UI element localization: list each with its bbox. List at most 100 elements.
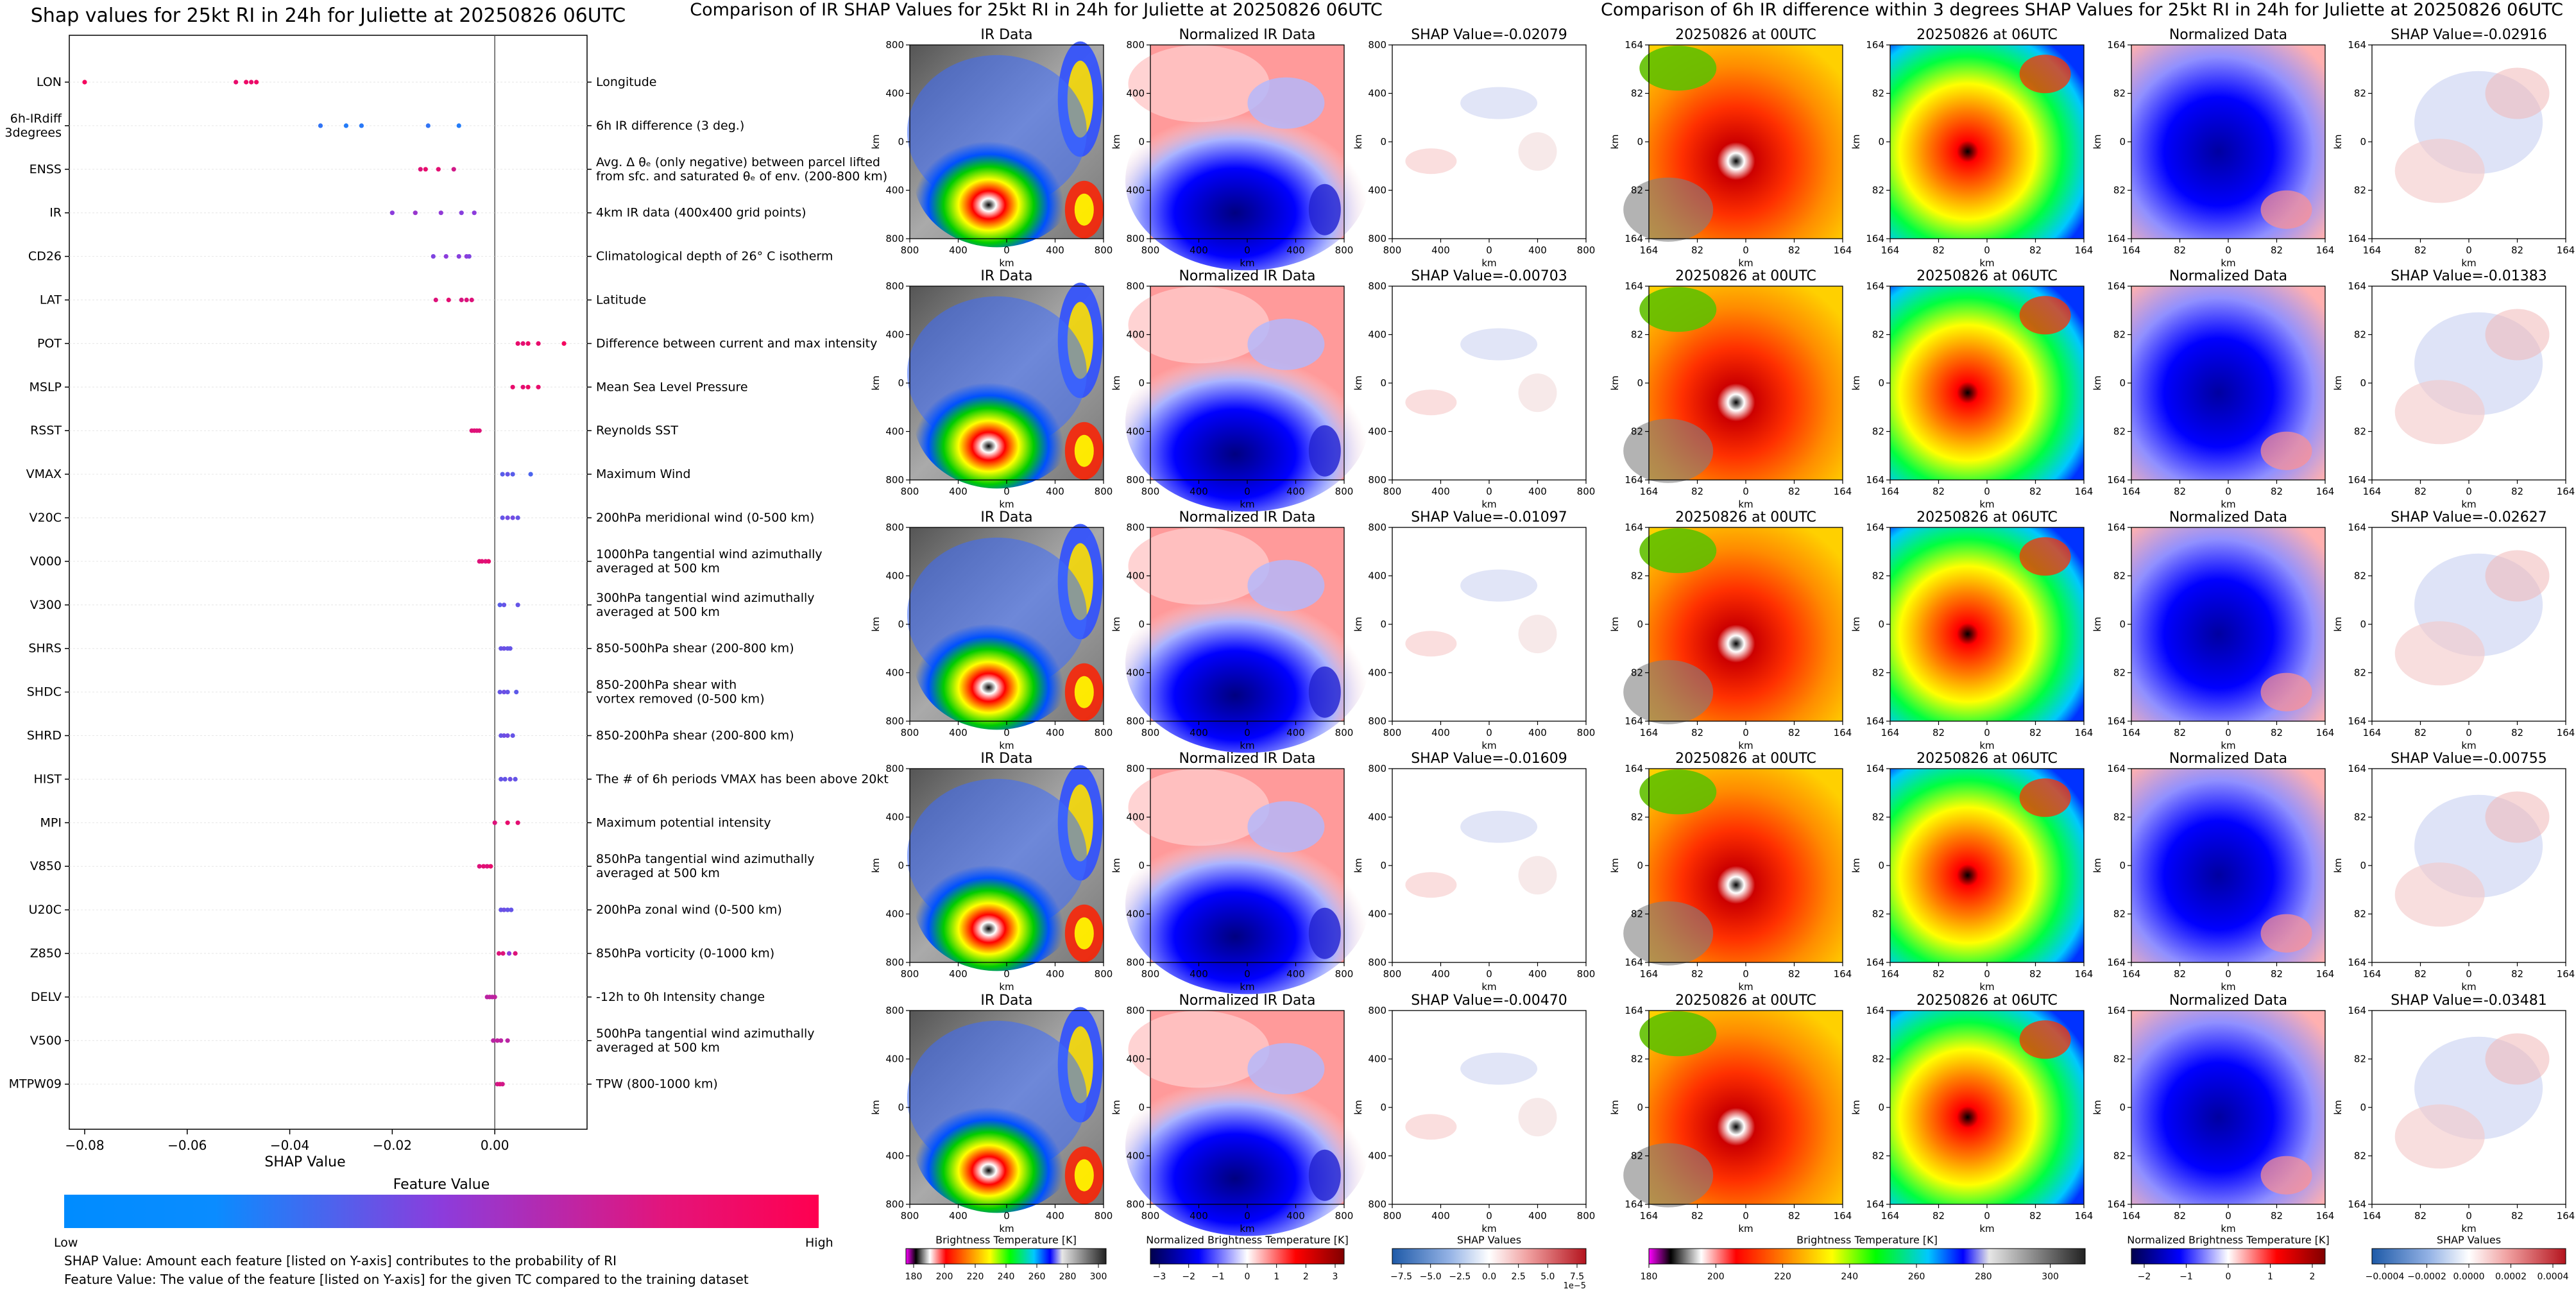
x-tick-label: 400 [1431, 1210, 1450, 1222]
y-tick-label: 164 [2107, 233, 2126, 244]
x-tick-label: 0 [1486, 486, 1492, 497]
shap-image [1392, 1011, 1586, 1204]
feature-description: Difference between current and max inten… [596, 336, 877, 350]
shap-blob [1405, 1114, 1457, 1140]
colorbar-label: Normalized Brightness Temperature [K] [2127, 1234, 2330, 1246]
x-tick-label: 400 [1431, 486, 1450, 497]
shap-blob [1518, 1098, 1557, 1137]
shap-point [431, 254, 436, 259]
cloud-band [1639, 287, 1717, 332]
x-tick-label: 82 [2029, 486, 2042, 497]
y-tick-label: 82 [2354, 570, 2366, 582]
text-line: 1000hPa tangential wind azimuthally [596, 547, 823, 561]
colorbar-tick-label: 260 [1028, 1272, 1046, 1282]
y-axis-label: km [1352, 1100, 1364, 1114]
text-line: Mean Sea Level Pressure [596, 380, 748, 394]
shap-point [505, 907, 510, 912]
feature-label: ENSS [30, 162, 62, 176]
y-axis-label: km [870, 617, 882, 631]
colorbar-tick-label: 300 [2042, 1272, 2059, 1282]
x-tick-label: 82 [2174, 968, 2186, 980]
panel-title: 20250826 at 06UTC [1916, 993, 2058, 1009]
shap-point [318, 123, 323, 128]
colorbar-tick-label: 240 [1841, 1272, 1858, 1282]
y-tick-label: 164 [1866, 1199, 1884, 1210]
shap-point [451, 167, 456, 172]
y-tick-label: 82 [2113, 185, 2126, 196]
y-tick-label: 82 [1631, 1054, 1643, 1065]
colorbar-tick-label: −1 [1211, 1272, 1225, 1282]
feature-label: SHRD [27, 729, 62, 743]
x-tick-label: 164 [2122, 244, 2141, 256]
feature-description: Reynolds SST [596, 423, 678, 438]
y-tick-label: 164 [1625, 233, 1643, 244]
colorbar-tick-label: 180 [905, 1272, 923, 1282]
panel-title: IR Data [980, 993, 1032, 1009]
cloud-band [1623, 1143, 1714, 1208]
x-tick-label: 800 [1095, 727, 1113, 738]
storm-core [1125, 1056, 1369, 1236]
text-line: V300 [30, 598, 62, 612]
text-line: averaged at 500 km [596, 866, 720, 880]
y-tick-label: 0 [1380, 1102, 1386, 1113]
y-tick-label: 82 [1872, 1150, 1884, 1162]
x-tick-label: 0 [2466, 968, 2472, 980]
storm-core [1125, 90, 1369, 271]
x-axis-label: km [1240, 981, 1254, 993]
y-tick-label: 800 [1368, 715, 1386, 727]
y-tick-label: 400 [885, 909, 904, 920]
y-tick-label: 800 [1126, 1199, 1145, 1210]
shap-point [509, 907, 514, 912]
shap-point [492, 820, 497, 825]
y-tick-label: 164 [1866, 39, 1884, 51]
x-tick-label: 164 [2075, 968, 2094, 980]
x-tick-label: 800 [1141, 244, 1160, 256]
x-tick-label: 0 [1003, 727, 1010, 738]
shap-point [536, 384, 541, 389]
y-tick-label: 400 [1368, 329, 1386, 341]
x-tick-label: 82 [2174, 727, 2186, 738]
y-tick-label: 800 [1368, 1005, 1386, 1016]
x-axis-label: km [1738, 1223, 1753, 1234]
text-line: 6h-IRdiff [10, 112, 62, 126]
y-tick-label: 82 [1631, 667, 1643, 679]
y-tick-label: 400 [1368, 185, 1386, 196]
cloud-band [1639, 1011, 1717, 1057]
x-tick-label: 800 [1335, 968, 1354, 980]
x-axis-label: km [2221, 1223, 2235, 1234]
x-tick-label: 800 [901, 1210, 919, 1222]
y-tick-label: 800 [885, 715, 904, 727]
x-tick-label: 800 [1577, 968, 1596, 980]
x-axis-label: km [2221, 740, 2235, 751]
y-tick-label: 400 [1126, 1054, 1145, 1065]
storm-core [913, 106, 1080, 248]
shap-point [561, 341, 567, 346]
shap-blob [2485, 1033, 2550, 1085]
y-tick-label: 82 [1631, 426, 1643, 438]
shap-point [459, 297, 464, 303]
shap-point [501, 733, 507, 738]
text-line: 6h IR difference (3 deg.) [596, 119, 744, 133]
x-tick-label: 82 [2511, 727, 2523, 738]
colorbar-label: Normalized Brightness Temperature [K] [1146, 1234, 1349, 1246]
text-line: HIST [33, 772, 62, 786]
y-tick-label: 82 [2354, 667, 2366, 679]
x-axis-label: km [1979, 257, 1994, 269]
x-tick-label: 800 [1141, 1210, 1160, 1222]
x-tick-label: 0 [1984, 244, 1990, 256]
panel-title: SHAP Value=-0.01609 [1411, 751, 1567, 767]
text-line: V20C [30, 511, 62, 525]
colorbar [1392, 1248, 1587, 1265]
y-axis-label: km [1850, 134, 1862, 149]
y-axis-label: km [2092, 1100, 2103, 1114]
shap-point [249, 80, 254, 85]
x-tick-label: 0 [1743, 244, 1749, 256]
text-line: Maximum Wind [596, 467, 690, 481]
shap-point [505, 690, 510, 695]
shap-note: SHAP Value: Amount each feature [listed … [64, 1253, 617, 1268]
text-line: SHRD [27, 729, 62, 743]
panel-title: SHAP Value=-0.00470 [1411, 993, 1567, 1009]
y-tick-label: 164 [2348, 957, 2366, 968]
cloud-band [1074, 917, 1094, 950]
y-tick-label: 800 [885, 280, 904, 292]
